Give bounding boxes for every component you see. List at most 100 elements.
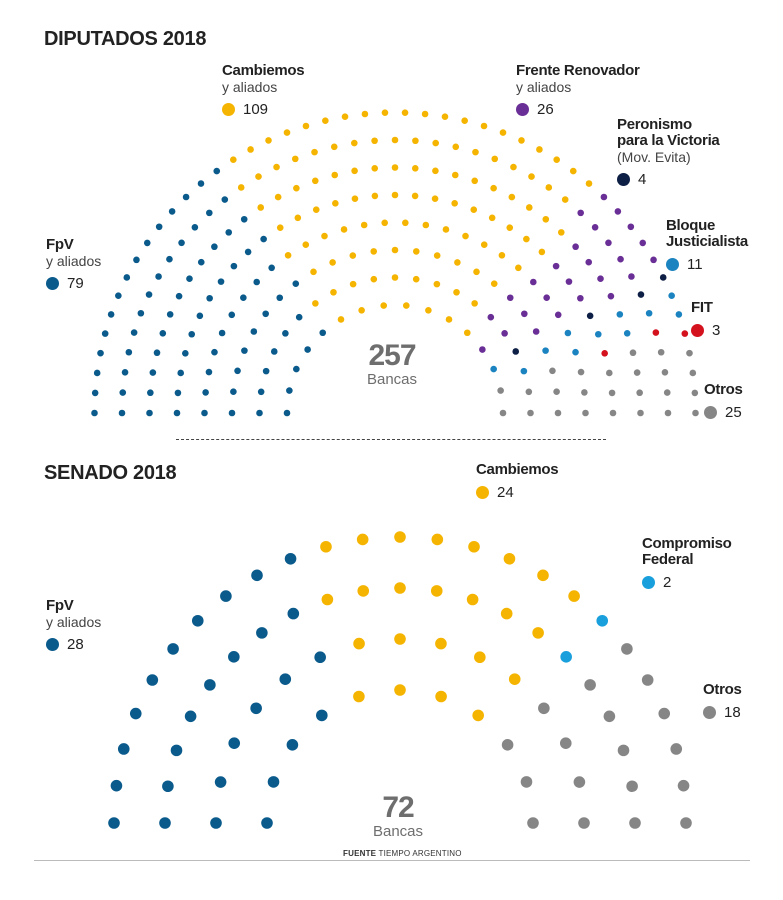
- seat-dot-cambiemos: [381, 109, 389, 116]
- seat-dot-frente-renovador: [501, 330, 508, 337]
- seat-dot-fpv: [143, 239, 151, 247]
- seat-dot-otros: [664, 409, 672, 417]
- seat-dot-cambiemos: [371, 192, 379, 200]
- seat-dot-otros: [497, 387, 504, 394]
- seat-dot-fpv: [125, 348, 133, 356]
- seat-dot-cambiemos: [421, 110, 429, 118]
- seat-dot-cambiemos: [311, 148, 318, 156]
- seat-dot-otros: [629, 349, 637, 357]
- seat-dot-cambiemos: [312, 206, 320, 214]
- seat-dot-otros: [584, 679, 596, 691]
- seat-dot-otros: [658, 707, 671, 720]
- party-name: Frente Renovador: [516, 62, 640, 79]
- ppv-swatch: [617, 173, 630, 186]
- dip-legend-fpv: FpV y aliados 79: [46, 237, 101, 292]
- seat-dot-otros: [538, 702, 550, 715]
- seat-dot-cambiemos: [411, 165, 419, 172]
- seat-dot-cambiemos: [332, 200, 339, 207]
- seat-dot-fpv: [211, 348, 218, 356]
- seat-dot-fpv: [244, 248, 252, 256]
- seat-dot-cambiemos: [273, 163, 280, 171]
- seat-dot-bloque-justicialista: [675, 311, 683, 318]
- seat-dot-fpv: [146, 409, 153, 417]
- seat-dot-otros: [680, 817, 692, 829]
- seat-dot-cambiemos: [360, 221, 368, 229]
- seat-dot-frente-renovador: [600, 193, 608, 201]
- seat-count: 2: [663, 574, 672, 591]
- seat-dot-bloque-justicialista: [572, 348, 579, 356]
- party-sub: y aliados: [46, 253, 102, 269]
- seat-dot-fpv: [293, 365, 300, 373]
- seat-dot-fpv: [97, 349, 104, 357]
- seat-dot-cambiemos: [490, 184, 497, 192]
- seat-dot-fit: [681, 330, 689, 337]
- seat-dot-fpv: [184, 710, 197, 723]
- bloque-justicialista-swatch: [666, 258, 679, 271]
- seat-dot-otros: [527, 817, 539, 829]
- otros-swatch: [703, 706, 716, 719]
- seat-dot-cambiemos: [435, 690, 447, 703]
- seat-dot-cambiemos: [337, 316, 345, 323]
- seat-dot-fpv: [167, 643, 179, 655]
- seat-dot-cambiemos: [402, 302, 410, 309]
- seat-dot-fpv: [267, 776, 280, 788]
- seat-dot-fpv: [211, 243, 218, 251]
- seat-dot-fpv: [166, 255, 173, 263]
- sen-legend-fpv: FpV y aliados 28: [46, 598, 101, 653]
- seat-dot-fpv: [268, 264, 275, 272]
- seat-dot-cambiemos: [321, 232, 328, 240]
- seat-dot-otros: [633, 369, 641, 376]
- seat-dot-fpv: [147, 389, 154, 397]
- seat-dot-fpv: [228, 737, 241, 749]
- seat-dot-otros: [527, 409, 534, 417]
- seat-dot-fpv: [316, 709, 328, 722]
- seat-dot-cambiemos: [431, 533, 444, 546]
- seat-count: 4: [638, 171, 647, 188]
- seat-dot-bloque-justicialista: [490, 365, 497, 373]
- seat-dot-fpv: [220, 590, 232, 602]
- seat-dot-fpv: [162, 780, 174, 793]
- seat-dot-otros: [609, 409, 617, 417]
- seat-dot-cambiemos: [506, 224, 514, 231]
- seat-dot-cambiemos: [518, 137, 525, 144]
- seat-dot-fpv: [214, 776, 227, 788]
- seat-dot-cambiemos: [321, 593, 334, 606]
- seat-dot-otros: [677, 779, 690, 792]
- dip-total: 257 Bancas: [352, 341, 432, 389]
- seat-dot-cambiemos: [291, 155, 299, 163]
- seat-dot-frente-renovador: [577, 294, 584, 302]
- seat-dot-fpv: [137, 309, 145, 317]
- seat-dot-fpv: [206, 209, 213, 217]
- seat-dot-cambiemos: [394, 684, 406, 696]
- seat-dot-cambiemos: [371, 137, 378, 145]
- seat-dot-otros: [581, 389, 588, 396]
- seat-dot-frente-renovador: [521, 310, 528, 318]
- sen-legend-cambiemos: Cambiemos 24: [476, 462, 559, 501]
- party-name: Federal: [642, 551, 694, 568]
- seat-dot-cambiemos: [402, 219, 409, 227]
- seat-dot-fpv: [295, 313, 303, 321]
- seat-dot-otros: [621, 643, 633, 655]
- seat-dot-fpv: [129, 707, 142, 720]
- seat-dot-cambiemos: [391, 274, 399, 281]
- party-sub: y aliados: [46, 614, 102, 630]
- seat-dot-cambiemos: [490, 280, 498, 287]
- seat-dot-cambiemos: [247, 146, 254, 153]
- dip-legend-frente-renovador: Frente Renovador y aliados 26: [516, 63, 640, 118]
- seat-dot-otros: [691, 389, 699, 397]
- seat-dot-cambiemos: [569, 167, 577, 175]
- seat-dot-cambiemos: [561, 196, 569, 203]
- sen-total: 72 Bancas: [358, 793, 438, 841]
- seat-dot-otros: [605, 369, 613, 377]
- seat-dot-cambiemos: [528, 173, 535, 180]
- seat-count: 24: [497, 484, 514, 501]
- seat-dot-cambiemos: [356, 533, 369, 546]
- seat-dot-cambiemos: [454, 259, 461, 266]
- seat-dot-otros: [629, 817, 641, 829]
- seat-dot-fpv: [145, 291, 153, 298]
- seat-dot-fpv: [118, 409, 126, 417]
- seat-dot-frente-renovador: [605, 239, 612, 247]
- seat-dot-peronismo-para-la-victoria: [659, 274, 667, 281]
- party-name: Bloque: [666, 217, 716, 234]
